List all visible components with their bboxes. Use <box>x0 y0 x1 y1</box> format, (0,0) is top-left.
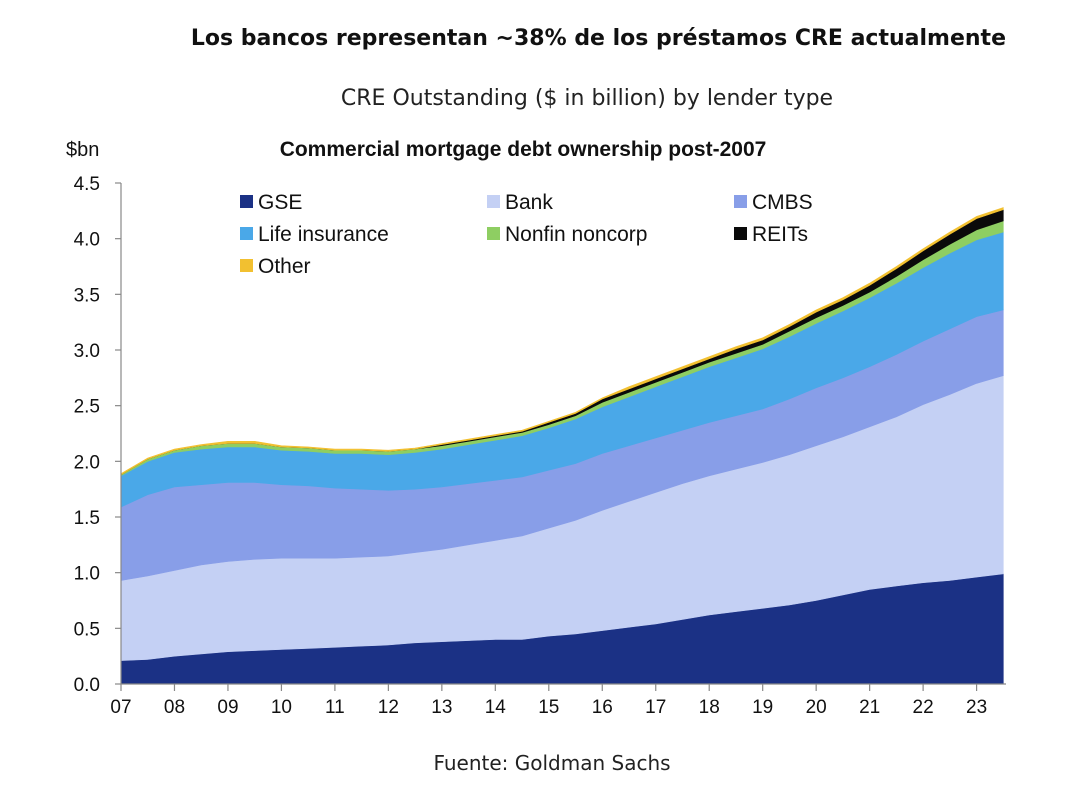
legend-label: CMBS <box>752 191 813 214</box>
legend-swatch <box>487 227 500 240</box>
headline: Los bancos representan ~38% de los prést… <box>0 26 1074 51</box>
y-tick-label: 2.0 <box>74 452 100 473</box>
legend-item-other: Other <box>240 255 311 278</box>
y-tick-label: 0.5 <box>74 619 100 640</box>
legend-label: Nonfin noncorp <box>505 223 647 246</box>
chart-title: Commercial mortgage debt ownership post-… <box>280 138 767 161</box>
y-tick-label: 3.5 <box>74 285 100 306</box>
x-tick-label: 19 <box>752 697 773 718</box>
legend-label: GSE <box>258 191 302 214</box>
y-tick-label: 3.0 <box>74 341 100 362</box>
legend-swatch <box>240 259 253 272</box>
x-tick-label: 23 <box>966 697 987 718</box>
y-tick-label: 4.0 <box>74 230 100 251</box>
x-tick-label: 15 <box>538 697 559 718</box>
legend-item-nonfin-noncorp: Nonfin noncorp <box>487 223 647 246</box>
legend: GSE Bank CMBS Life insurance Nonfin noncorp R… <box>240 191 813 278</box>
x-tick-label: 20 <box>806 697 827 718</box>
y-tick-label: 4.5 <box>74 174 100 195</box>
x-tick-label: 14 <box>485 697 507 718</box>
area-other <box>120 207 1004 476</box>
x-tick-label: 09 <box>217 697 238 718</box>
areas-group <box>120 207 1004 685</box>
y-tick-label: 2.5 <box>74 397 100 418</box>
x-tick-label: 22 <box>913 697 934 718</box>
y-tick-label: 1.5 <box>74 508 100 529</box>
x-tick-label: 11 <box>325 697 345 718</box>
legend-label: Life insurance <box>258 223 389 246</box>
headline-text: Los bancos representan ~38% de los prést… <box>190 26 1006 51</box>
legend-item-life-insurance: Life insurance <box>240 223 389 246</box>
legend-swatch <box>734 195 747 208</box>
x-tick-label: 12 <box>378 697 399 718</box>
x-tick-label: 18 <box>699 697 720 718</box>
subtitle: CRE Outstanding ($ in billion) by lender… <box>340 86 834 111</box>
legend-item-bank: Bank <box>487 191 553 214</box>
y-tick-label: 0.0 <box>74 675 100 696</box>
legend-item-gse: GSE <box>240 191 302 214</box>
x-tick-label: 07 <box>110 697 131 718</box>
x-tick-label: 16 <box>592 697 613 718</box>
legend-swatch <box>734 227 747 240</box>
source-note: Fuente: Goldman Sachs <box>433 751 671 775</box>
y-tick-label: 1.0 <box>74 564 100 585</box>
legend-swatch <box>487 195 500 208</box>
legend-item-cmbs: CMBS <box>734 191 813 214</box>
legend-label: Bank <box>505 191 553 214</box>
x-tick-label: 17 <box>645 697 666 718</box>
legend-item-reits: REITs <box>734 223 808 246</box>
legend-label: REITs <box>752 223 808 246</box>
x-tick-label: 13 <box>431 697 452 718</box>
y-axis-unit: $bn <box>66 139 99 161</box>
legend-swatch <box>240 227 253 240</box>
x-tick-label: 21 <box>859 697 880 718</box>
legend-label: Other <box>258 255 311 278</box>
axes-group: 0.0 0.5 1.0 1.5 2.0 2.5 3.0 3.5 4.0 4.5 07 08 09 10 11… <box>74 174 1006 718</box>
x-tick-label: 08 <box>164 697 185 718</box>
legend-swatch <box>240 195 253 208</box>
x-tick-label: 10 <box>271 697 292 718</box>
